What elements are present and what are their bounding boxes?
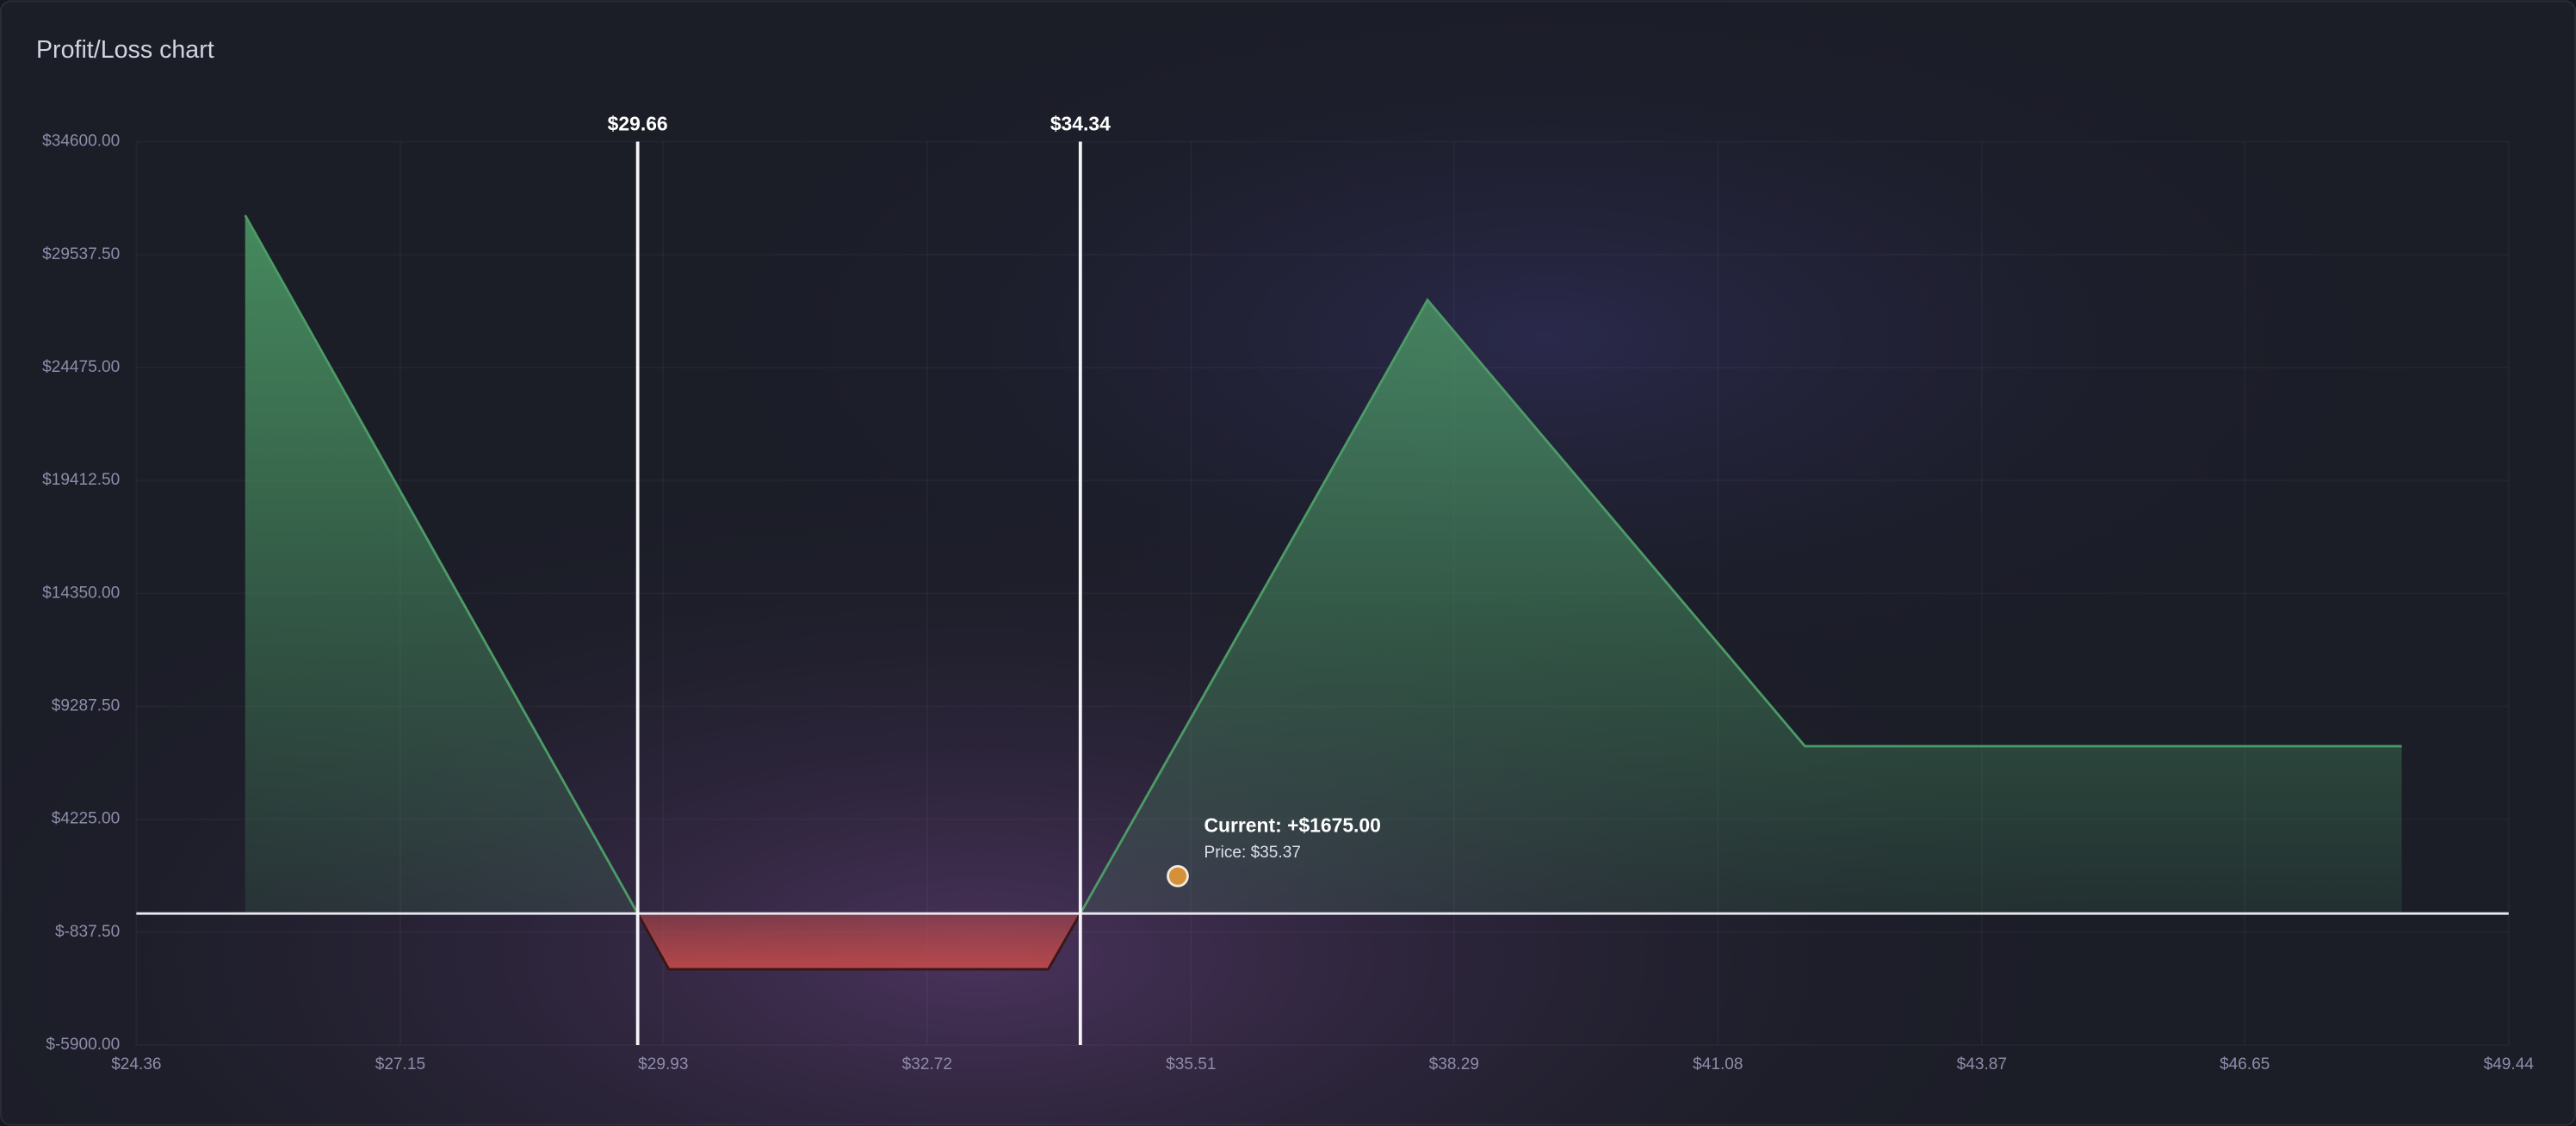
breakeven-label: $34.34 xyxy=(1050,113,1111,135)
x-tick-label: $46.65 xyxy=(2220,1055,2269,1073)
x-tick-label: $24.36 xyxy=(111,1055,161,1073)
profit-line xyxy=(244,214,2402,914)
x-tick-label: $32.72 xyxy=(902,1055,952,1073)
loss-area xyxy=(245,913,2402,969)
y-tick-label: $14350.00 xyxy=(42,584,120,602)
current-point xyxy=(1167,864,1189,888)
y-tick-label: $34600.00 xyxy=(42,133,120,151)
y-tick-label: $-5900.00 xyxy=(46,1036,120,1054)
x-tick-label: $27.15 xyxy=(375,1055,425,1073)
x-tick-label: $29.93 xyxy=(638,1055,688,1073)
x-tick-label: $41.08 xyxy=(1693,1055,1743,1073)
plot: $-5900.00 $-837.50 $4225.00 $9287.50 $14350.… xyxy=(42,113,2534,1073)
y-tick-label: $9287.50 xyxy=(52,697,121,715)
x-tick-label: $49.44 xyxy=(2484,1055,2535,1073)
x-tick-label: $35.51 xyxy=(1166,1055,1216,1073)
y-tick-label: $24475.00 xyxy=(42,358,120,376)
y-tick-label: $29537.50 xyxy=(42,245,120,263)
profit-area xyxy=(245,215,2402,914)
y-tick-label: $-837.50 xyxy=(55,923,120,941)
loss-line xyxy=(636,913,1082,971)
y-tick-label: $4225.00 xyxy=(52,810,121,828)
chart-title: Profit/Loss chart xyxy=(36,36,214,64)
current-label: Current: +$1675.00 xyxy=(1204,814,1381,837)
breakeven-label: $29.66 xyxy=(608,113,668,135)
x-tick-label: $38.29 xyxy=(1429,1055,1479,1073)
current-price: Price: $35.37 xyxy=(1204,844,1301,862)
x-tick-label: $43.87 xyxy=(1957,1055,2007,1073)
y-tick-label: $19412.50 xyxy=(42,471,120,489)
